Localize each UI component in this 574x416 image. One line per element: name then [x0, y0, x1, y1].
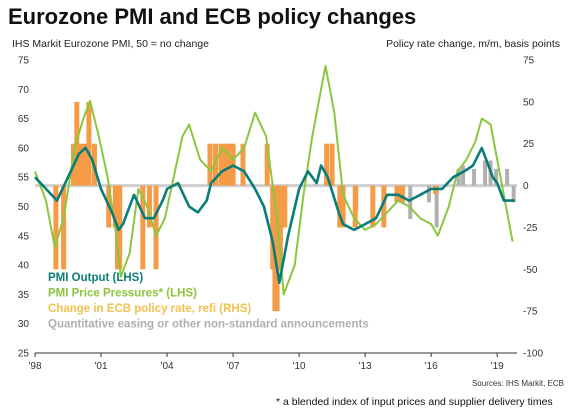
ecb-rate-bar	[212, 143, 218, 186]
qe-bar	[494, 168, 499, 186]
ecb-rate-bar	[282, 185, 288, 228]
right-tick-label: -75	[523, 307, 538, 318]
left-tick-label: 55	[18, 173, 30, 184]
legend-qe: Quantitative easing or other non-standar…	[48, 319, 369, 331]
qe-bar	[434, 185, 439, 228]
x-tick-label: '98	[28, 361, 41, 372]
qe-bar	[408, 185, 413, 220]
ecb-rate-bar	[221, 143, 227, 186]
qe-bar	[426, 185, 431, 203]
ecb-rate-bar	[370, 185, 376, 228]
left-tick-label: 45	[18, 231, 30, 242]
ecb-rate-bar	[274, 185, 280, 312]
ecb-rate-bar	[78, 143, 84, 186]
ecb-rate-bar	[264, 143, 270, 186]
right-tick-label: 50	[523, 97, 535, 108]
ecb-rate-bar	[329, 143, 335, 186]
right-tick-label: 75	[523, 56, 535, 67]
legend-pmi-output: PMI Output (LHS)	[48, 272, 143, 284]
ecb-rate-bar	[153, 185, 159, 270]
ecb-rate-bar	[226, 143, 232, 186]
ecb-rate-bar	[146, 185, 152, 228]
x-tick-label: '10	[293, 361, 306, 372]
left-axis-title: IHS Markit Eurozone PMI, 50 = no change	[12, 38, 209, 50]
ecb-rate-bar	[140, 185, 146, 270]
legend-price-pressures: PMI Price Pressures* (LHS)	[48, 288, 197, 300]
x-tick-label: '13	[359, 361, 372, 372]
ecb-rate-bar	[352, 185, 358, 228]
pmi-output-line	[34, 146, 515, 285]
ecb-rate-bar	[240, 143, 246, 186]
ecb-rate-bar	[324, 143, 330, 186]
right-axis-title: Policy rate change, m/m, basis points	[386, 38, 560, 50]
right-tick-label: -25	[523, 223, 538, 234]
right-tick-label: 0	[523, 181, 529, 192]
qe-bar	[511, 185, 516, 203]
legend-ecb-change: Change in ECB policy rate, refi (RHS)	[48, 303, 251, 315]
left-tick-label: 30	[18, 319, 30, 330]
ecb-rate-bar	[381, 185, 387, 228]
ecb-rate-bar	[207, 143, 213, 186]
left-tick-label: 75	[18, 56, 30, 67]
ecb-rate-bar	[218, 143, 224, 186]
left-tick-label: 25	[18, 349, 30, 360]
left-tick-label: 35	[18, 290, 30, 301]
left-tick-label: 70	[18, 85, 30, 96]
ecb-rate-bar	[86, 101, 92, 186]
x-tick-label: '04	[161, 361, 174, 372]
qe-bar	[505, 168, 510, 186]
qe-bar	[461, 165, 466, 186]
right-tick-label: 25	[523, 139, 535, 150]
chart-title: Eurozone PMI and ECB policy changes	[8, 4, 417, 29]
left-tick-label: 50	[18, 202, 30, 213]
x-tick-label: '16	[425, 361, 438, 372]
ecb-rate-bar	[53, 185, 59, 270]
left-tick-label: 60	[18, 143, 30, 154]
ecb-rate-bar	[337, 185, 343, 228]
x-tick-label: '19	[491, 361, 504, 372]
right-tick-label: -50	[523, 265, 538, 276]
qe-bar	[472, 168, 477, 186]
source-note: Sources: IHS Markit, ECB	[471, 379, 564, 388]
ecb-rate-bar	[61, 185, 67, 270]
left-tick-label: 65	[18, 114, 30, 125]
qe-bar	[456, 168, 461, 186]
x-tick-label: '01	[95, 361, 108, 372]
ecb-rate-bar	[82, 143, 88, 186]
footnote: * a blended index of input prices and su…	[276, 396, 553, 408]
right-tick-label: -100	[523, 349, 543, 360]
left-tick-label: 40	[18, 261, 30, 272]
ecb-rate-bar	[400, 185, 406, 203]
qe-bar	[483, 160, 488, 186]
ecb-rate-bar	[340, 185, 346, 228]
x-tick-label: '07	[227, 361, 240, 372]
ecb-rate-bar	[277, 185, 283, 270]
